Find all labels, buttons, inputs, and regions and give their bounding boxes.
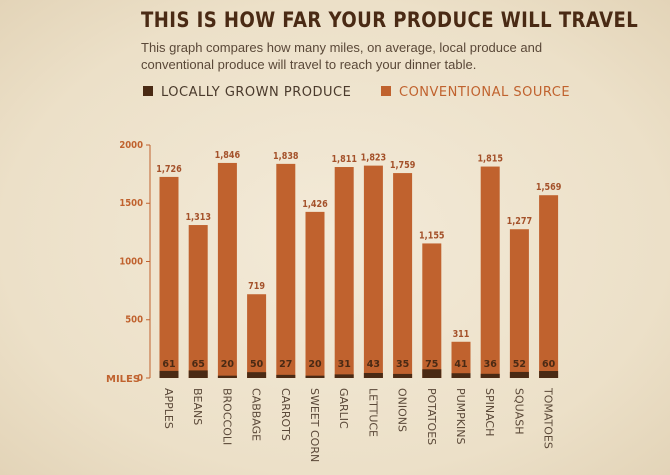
conventional-bar (363, 165, 383, 378)
local-value-label: 36 (484, 359, 498, 370)
local-bar (393, 373, 413, 378)
local-bar (276, 374, 296, 378)
x-tick-label: APPLES (162, 388, 175, 429)
x-tick-label: BROCCOLI (220, 388, 233, 445)
conventional-value-label: 1,726 (156, 164, 181, 175)
conventional-value-label: 1,838 (273, 151, 298, 162)
local-bar (159, 370, 179, 378)
local-value-label: 61 (162, 359, 175, 370)
local-value-label: 20 (221, 359, 235, 370)
x-tick-label: SWEET CORN (308, 388, 321, 462)
conventional-bar (451, 341, 471, 378)
conventional-value-label: 1,313 (185, 212, 210, 223)
y-tick-label: 1000 (119, 256, 143, 268)
y-axis-label: MILES (106, 374, 140, 385)
conventional-bar (276, 163, 296, 378)
conventional-value-label: 1,846 (215, 150, 240, 161)
conventional-value-label: 1,811 (331, 154, 356, 165)
conventional-value-label: 1,823 (361, 153, 386, 164)
x-tick-label: PUMPKINS (454, 388, 467, 444)
local-value-label: 31 (338, 359, 351, 370)
conventional-bar (509, 229, 529, 378)
x-tick-label: POTATOES (425, 388, 438, 445)
conventional-value-label: 311 (453, 329, 470, 340)
conventional-bar (334, 167, 354, 378)
local-value-label: 41 (454, 359, 467, 370)
conventional-bar (247, 294, 267, 378)
local-bar (217, 375, 237, 378)
legend-label: LOCALLY GROWN PRODUCE (161, 85, 351, 100)
conventional-value-label: 1,759 (390, 161, 415, 172)
local-bar (509, 371, 529, 378)
legend-label: CONVENTIONAL SOURCE (399, 85, 570, 100)
x-tick-label: TOMATOES (542, 387, 555, 449)
legend-swatch (143, 86, 153, 96)
y-tick-label: 1500 (119, 198, 143, 210)
local-bar (422, 369, 442, 378)
y-tick-label: 2000 (119, 139, 143, 151)
local-bar (247, 372, 267, 378)
chart-subtitle: This graph compares how many miles, on a… (141, 40, 543, 72)
x-tick-label: SQUASH (512, 388, 525, 434)
local-value-label: 52 (513, 359, 526, 370)
local-bar (451, 373, 471, 378)
local-bar (363, 372, 383, 378)
y-tick-label: 500 (125, 314, 143, 326)
conventional-bar (305, 211, 325, 378)
local-bar (480, 373, 500, 378)
local-bar (305, 375, 325, 378)
conventional-bar (539, 195, 559, 378)
local-value-label: 75 (425, 359, 438, 370)
conventional-bar (188, 225, 208, 378)
local-bar (334, 374, 354, 378)
x-tick-label: GARLIC (337, 388, 350, 429)
conventional-value-label: 1,815 (477, 154, 502, 165)
conventional-bar (422, 243, 442, 378)
conventional-value-label: 1,155 (419, 231, 444, 242)
local-bar (188, 370, 208, 378)
x-tick-label: LETTUCE (366, 388, 379, 437)
conventional-value-label: 1,426 (302, 199, 327, 210)
conventional-value-label: 719 (248, 282, 265, 293)
local-value-label: 65 (192, 359, 205, 370)
chart-title: THIS IS HOW FAR YOUR PRODUCE WILL TRAVEL (141, 8, 639, 32)
x-tick-label: BEANS (191, 388, 204, 425)
conventional-bar (217, 162, 237, 378)
local-value-label: 43 (367, 359, 380, 370)
conventional-value-label: 1,277 (507, 217, 532, 228)
x-tick-label: CARROTS (279, 388, 292, 441)
y-tick-label: 0 (137, 372, 143, 384)
local-value-label: 35 (396, 359, 409, 370)
x-tick-label: ONIONS (396, 388, 409, 432)
conventional-bar (159, 176, 179, 378)
conventional-bar (393, 173, 413, 378)
local-value-label: 60 (542, 359, 556, 370)
legend-swatch (381, 86, 391, 96)
conventional-value-label: 1,569 (536, 183, 561, 194)
local-bar (539, 371, 559, 378)
x-tick-label: SPINACH (483, 388, 496, 436)
x-tick-label: CABBAGE (250, 388, 263, 441)
local-value-label: 27 (279, 359, 292, 370)
conventional-bar (480, 166, 500, 378)
local-value-label: 50 (250, 359, 264, 370)
local-value-label: 20 (308, 359, 322, 370)
